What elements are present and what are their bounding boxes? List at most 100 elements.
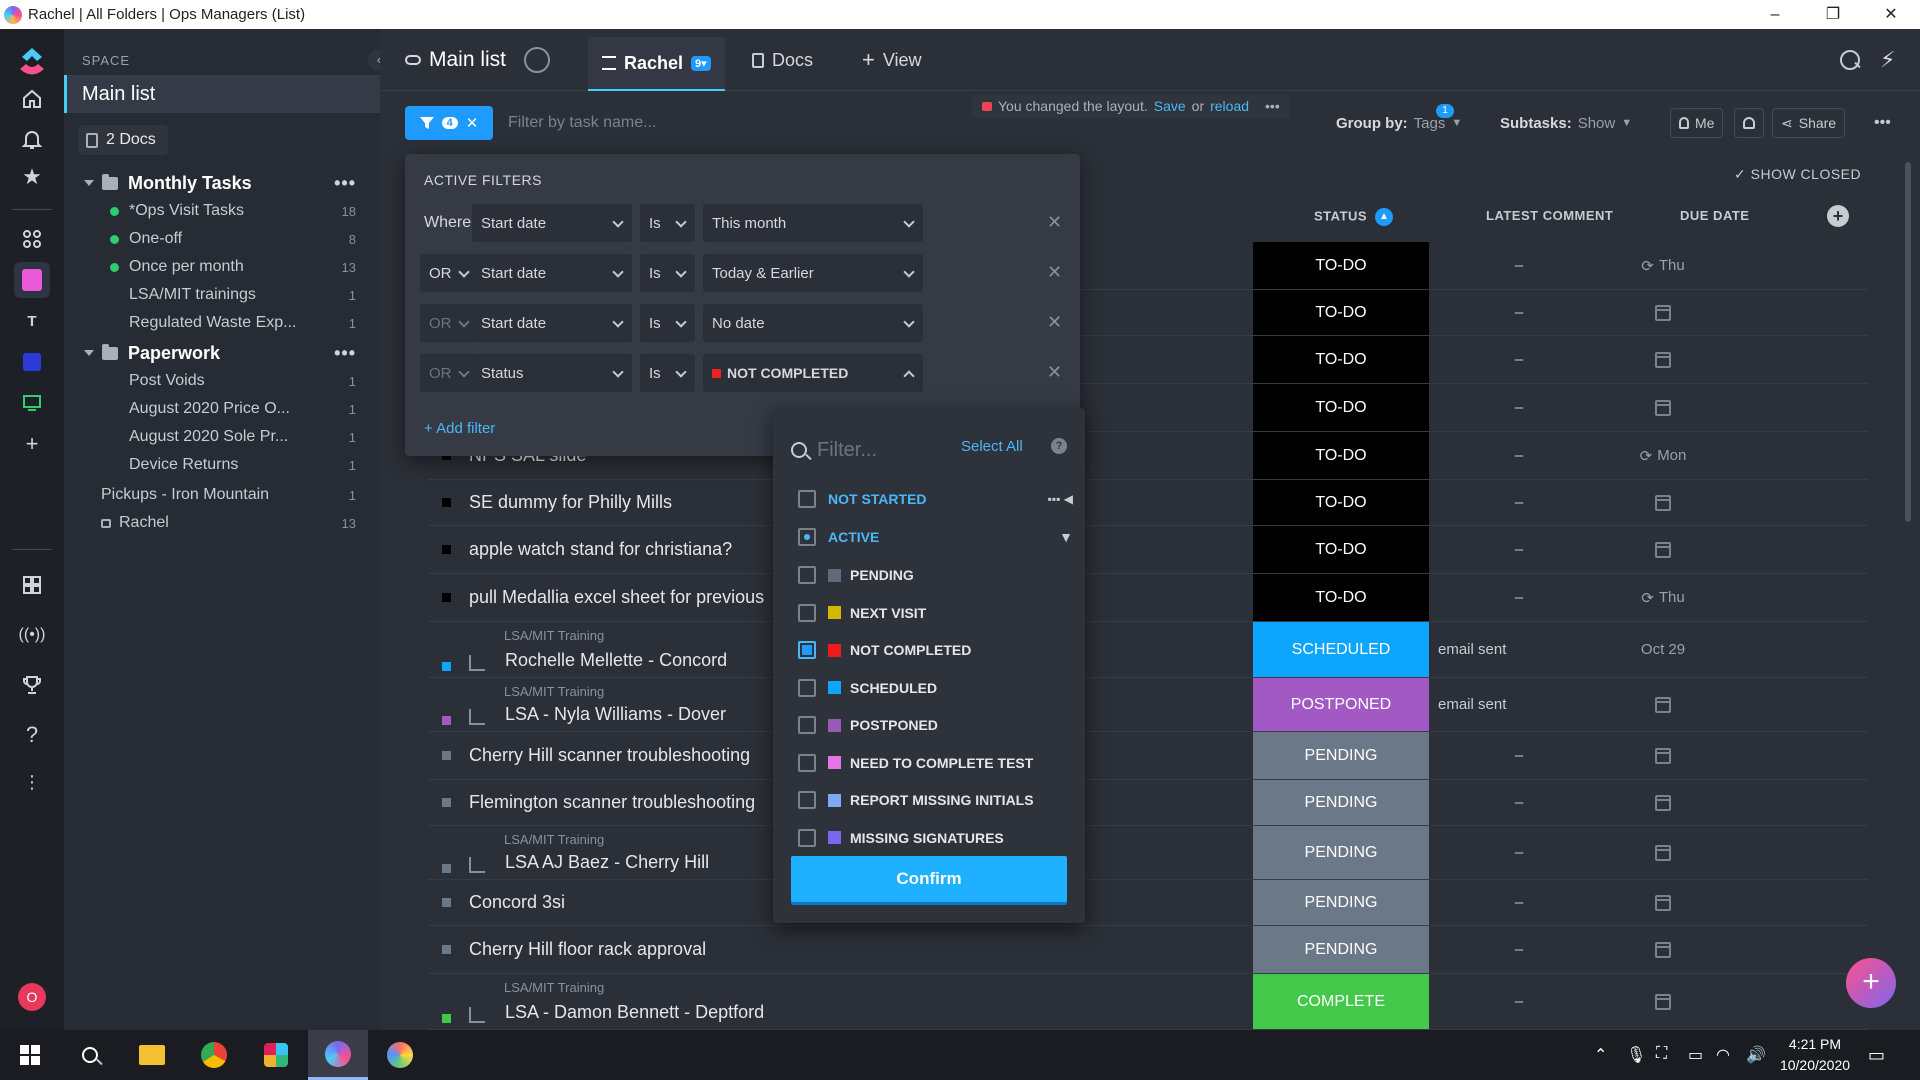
task-name[interactable]: LSA - Nyla Williams - Dover	[505, 704, 727, 724]
sidebar-item-ops-visit-tasks[interactable]: *Ops Visit Tasks 18	[64, 195, 380, 227]
spaces-grid-icon[interactable]	[14, 221, 50, 257]
due-date-cell[interactable]	[1613, 880, 1713, 925]
task-name[interactable]: Rochelle Mellette - Concord	[505, 650, 728, 670]
task-cell[interactable]: Cherry Hill scanner troubleshooting	[442, 732, 750, 779]
table-row[interactable]: apple watch stand for christiana? TO-DO –	[428, 526, 1868, 574]
tab-rachel[interactable]: Rachel 9▾	[588, 37, 725, 91]
status-cell[interactable]: TO-DO	[1253, 242, 1429, 289]
add-view-button[interactable]: + View	[862, 29, 922, 91]
slack-icon[interactable]	[246, 1030, 306, 1080]
latest-comment-cell[interactable]: –	[1514, 589, 1524, 606]
add-column-icon[interactable]: +	[1827, 205, 1849, 227]
maximize-button[interactable]: ❐	[1825, 6, 1841, 23]
status-square-icon[interactable]	[442, 545, 451, 554]
status-checkbox[interactable]	[798, 603, 816, 622]
due-date-cell[interactable]	[1613, 678, 1713, 731]
due-date-cell[interactable]: ⟳ Mon	[1613, 432, 1713, 479]
status-cell[interactable]: TO-DO	[1253, 432, 1429, 479]
table-row[interactable]: TO-DO –	[428, 336, 1868, 384]
task-cell[interactable]: LSA AJ Baez - Cherry Hill	[442, 826, 709, 879]
help-question-icon[interactable]: ?	[25, 722, 39, 747]
filter-field-select[interactable]: Start date	[472, 304, 632, 342]
home-icon[interactable]	[14, 81, 50, 117]
table-row[interactable]: TO-DO –	[428, 384, 1868, 432]
calendar-icon[interactable]	[1655, 541, 1671, 558]
status-cell[interactable]: TO-DO	[1253, 290, 1429, 335]
latest-comment-cell[interactable]: –	[1514, 794, 1524, 811]
group-by-control[interactable]: Group by: Tags ▼	[1336, 108, 1462, 138]
due-date-cell[interactable]	[1613, 290, 1713, 335]
task-name[interactable]: pull Medallia excel sheet for previous	[469, 587, 765, 607]
folder-monthly-tasks[interactable]: Monthly Tasks •••	[64, 167, 380, 199]
workspace-initial[interactable]: T	[27, 312, 37, 330]
parent-task-label[interactable]: LSA/MIT Training	[504, 684, 605, 699]
filter-value-select[interactable]: NOT COMPLETED	[703, 354, 923, 392]
status-option-scheduled[interactable]: SCHEDULED	[798, 675, 1068, 701]
latest-comment-column-header[interactable]: LATEST COMMENT	[1486, 208, 1614, 223]
user-avatar[interactable]: O	[14, 979, 50, 1015]
filter-operator-select[interactable]: Is	[640, 204, 695, 242]
latest-comment-cell[interactable]: –	[1514, 747, 1524, 764]
notifications-bell-icon[interactable]	[14, 122, 50, 158]
latest-comment-cell[interactable]: –	[1514, 993, 1524, 1010]
show-closed-toggle[interactable]: ✓ SHOW CLOSED	[1734, 166, 1862, 182]
remove-filter-button[interactable]: ✕	[1047, 262, 1063, 282]
taskbar-search-icon[interactable]	[60, 1030, 120, 1080]
task-cell[interactable]: Cherry Hill floor rack approval	[442, 926, 706, 973]
clickup-logo-icon[interactable]	[17, 43, 47, 79]
sidebar-item-post-voids[interactable]: Post Voids 1	[64, 365, 380, 397]
folder-more-button[interactable]: •••	[334, 342, 356, 363]
sidebar-item-once-per-month[interactable]: Once per month 13	[64, 251, 380, 283]
status-checkbox[interactable]	[798, 791, 816, 809]
status-cell[interactable]: TO-DO	[1253, 480, 1429, 525]
task-cell[interactable]: SE dummy for Philly Mills	[442, 480, 672, 525]
docs-button[interactable]: 2 Docs	[78, 125, 168, 155]
dashboards-icon[interactable]	[14, 567, 50, 603]
status-square-icon[interactable]	[442, 662, 451, 671]
status-square-icon[interactable]	[442, 751, 451, 760]
filter-field-select[interactable]: Start date	[472, 204, 632, 242]
status-square-icon[interactable]	[442, 1014, 451, 1023]
calendar-icon[interactable]	[1655, 941, 1671, 958]
network-status-icon[interactable]: ⛶	[1656, 1045, 1668, 1062]
status-option-need-to-complete-test[interactable]: NEED TO COMPLETE TEST	[798, 750, 1068, 776]
table-row[interactable]: Cherry Hill scanner troubleshooting PENDI…	[428, 732, 1868, 780]
task-name[interactable]: LSA - Damon Bennett - Deptford	[505, 1002, 765, 1022]
space-monitor-icon[interactable]	[14, 385, 50, 421]
table-row[interactable]: Concord 3si PENDING –	[428, 880, 1868, 926]
more-vertical-icon[interactable]: ⋮	[23, 771, 41, 792]
filter-value-select[interactable]: Today & Earlier	[703, 254, 923, 292]
toolbar-more-button[interactable]: •••	[1874, 114, 1891, 131]
clickup-taskbar-icon[interactable]	[308, 1030, 368, 1080]
settings-cog-icon[interactable]	[524, 47, 551, 73]
help-icon[interactable]: ?	[1051, 438, 1067, 454]
due-date-cell[interactable]	[1613, 336, 1713, 383]
windows-start-icon[interactable]	[0, 1030, 60, 1080]
sidebar-item-device-returns[interactable]: Device Returns 1	[64, 449, 380, 481]
add-space-icon[interactable]: +	[25, 431, 39, 456]
sidebar-item-august-price[interactable]: August 2020 Price O... 1	[64, 393, 380, 425]
task-cell[interactable]: Rochelle Mellette - Concord	[442, 622, 727, 677]
filter-field-select[interactable]: Status	[472, 354, 632, 392]
status-option-not-completed[interactable]: NOT COMPLETED	[798, 637, 1068, 663]
calendar-icon[interactable]	[1655, 844, 1671, 861]
calendar-icon[interactable]	[1655, 993, 1671, 1010]
status-cell[interactable]: PENDING	[1253, 780, 1429, 825]
due-date-cell[interactable]: Oct 29	[1613, 622, 1713, 677]
chrome-icon[interactable]	[184, 1030, 244, 1080]
status-checkbox[interactable]	[798, 828, 816, 847]
status-cell[interactable]: PENDING	[1253, 880, 1429, 925]
due-date-cell[interactable]	[1613, 732, 1713, 779]
parent-task-label[interactable]: LSA/MIT Training	[504, 628, 605, 643]
table-row[interactable]: NPS SAL slideTO-DO–⟳Mon	[428, 432, 1868, 480]
status-option-postponed[interactable]: POSTPONED	[798, 712, 1068, 738]
goals-trophy-icon[interactable]	[14, 667, 50, 703]
status-group-active[interactable]: ACTIVE	[798, 524, 1068, 550]
sidebar-item-one-off[interactable]: One-off 8	[64, 223, 380, 255]
group-checkbox[interactable]	[798, 528, 816, 546]
task-name-filter-input[interactable]	[508, 108, 868, 138]
status-cell[interactable]: TO-DO	[1253, 574, 1429, 621]
reload-layout-link[interactable]: reload	[1210, 98, 1250, 114]
sidebar-item-main-list[interactable]: Main list	[64, 75, 380, 113]
status-square-icon[interactable]	[442, 593, 451, 602]
